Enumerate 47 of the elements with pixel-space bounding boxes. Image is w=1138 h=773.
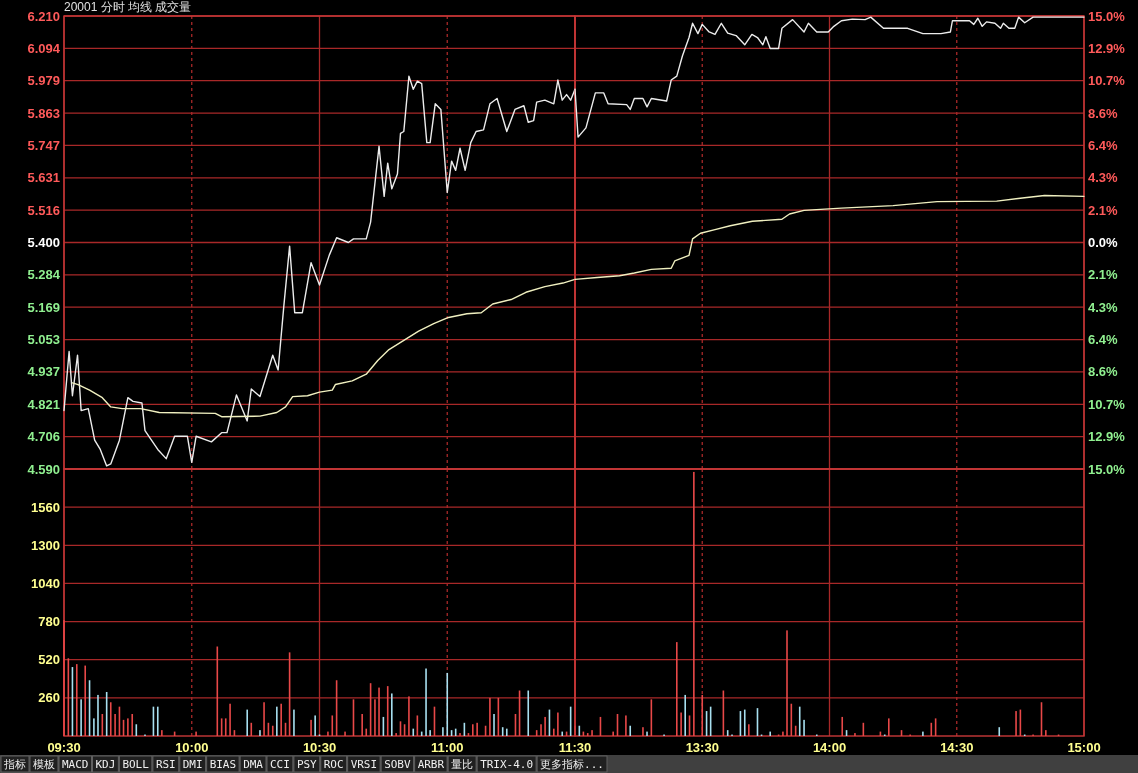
y-tick-label: 5.169 xyxy=(27,299,60,315)
x-tick-label: 09:30 xyxy=(47,739,81,755)
text: 4.3% xyxy=(1088,170,1118,186)
y-tick-label: 5.284 xyxy=(27,267,61,283)
text: 12.9% xyxy=(1088,429,1125,445)
text: 15.0% xyxy=(1088,461,1125,477)
y-tick-label: 5.747 xyxy=(27,137,60,153)
text: 10.7% xyxy=(1088,396,1125,412)
text: 12.9% xyxy=(1088,40,1125,56)
text: 6.4% xyxy=(1088,332,1118,348)
y-tick-label: 6.094 xyxy=(27,40,61,56)
x-tick-label: 14:30 xyxy=(940,739,974,755)
toolbar: 指标 模板 MACD KDJ BOLL RSI DMI BIAS DMA CCI PSY ROC VRSI SOBV ARBR 量比 TRIX-4.0 更多指标... xyxy=(0,755,1138,773)
x-tick-label: 10:00 xyxy=(175,739,209,755)
y-tick-label: 780 xyxy=(38,614,60,630)
y-tick-label: 520 xyxy=(38,652,60,668)
text: 6.4% xyxy=(1088,137,1118,153)
y-tick-label: 5.400 xyxy=(27,235,60,250)
y-tick-label: 4.590 xyxy=(27,461,60,477)
y-tick-label: 4.937 xyxy=(27,364,60,380)
x-tick-label: 13:30 xyxy=(685,739,719,755)
x-tick-label: 11:00 xyxy=(430,739,464,755)
y-tick-label: 5.516 xyxy=(27,202,60,218)
x-tick-label: 11:30 xyxy=(558,739,592,755)
y-tick-label: 4.706 xyxy=(27,429,60,445)
chart-title: 20001 分时 均线 成交量 xyxy=(64,0,192,14)
text: 8.6% xyxy=(1088,105,1118,121)
y-tick-label: 1300 xyxy=(31,537,60,553)
y-tick-label: 5.863 xyxy=(27,105,60,121)
text: 2.1% xyxy=(1088,267,1118,283)
y-tick-label: 260 xyxy=(38,690,60,706)
y-tick-label: 5.053 xyxy=(27,332,60,348)
text: 4.3% xyxy=(1088,299,1118,315)
x-tick-label: 15:00 xyxy=(1067,739,1101,755)
y-tick-label: 5.979 xyxy=(27,73,60,89)
y-tick-label: 5.631 xyxy=(27,170,60,186)
text: 15.0% xyxy=(1088,8,1125,24)
x-tick-label: 10:30 xyxy=(302,739,337,755)
y-tick-label: 1040 xyxy=(31,575,60,591)
y-tick-label: 1560 xyxy=(31,499,60,515)
y-tick-label: 4.821 xyxy=(27,396,60,412)
text: 8.6% xyxy=(1088,364,1118,380)
text: 2.1% xyxy=(1088,202,1118,218)
text: 10.7% xyxy=(1088,73,1125,89)
x-tick-label: 14:00 xyxy=(812,739,847,755)
text: 0.0% xyxy=(1088,235,1118,250)
y-tick-label: 6.210 xyxy=(27,8,60,24)
